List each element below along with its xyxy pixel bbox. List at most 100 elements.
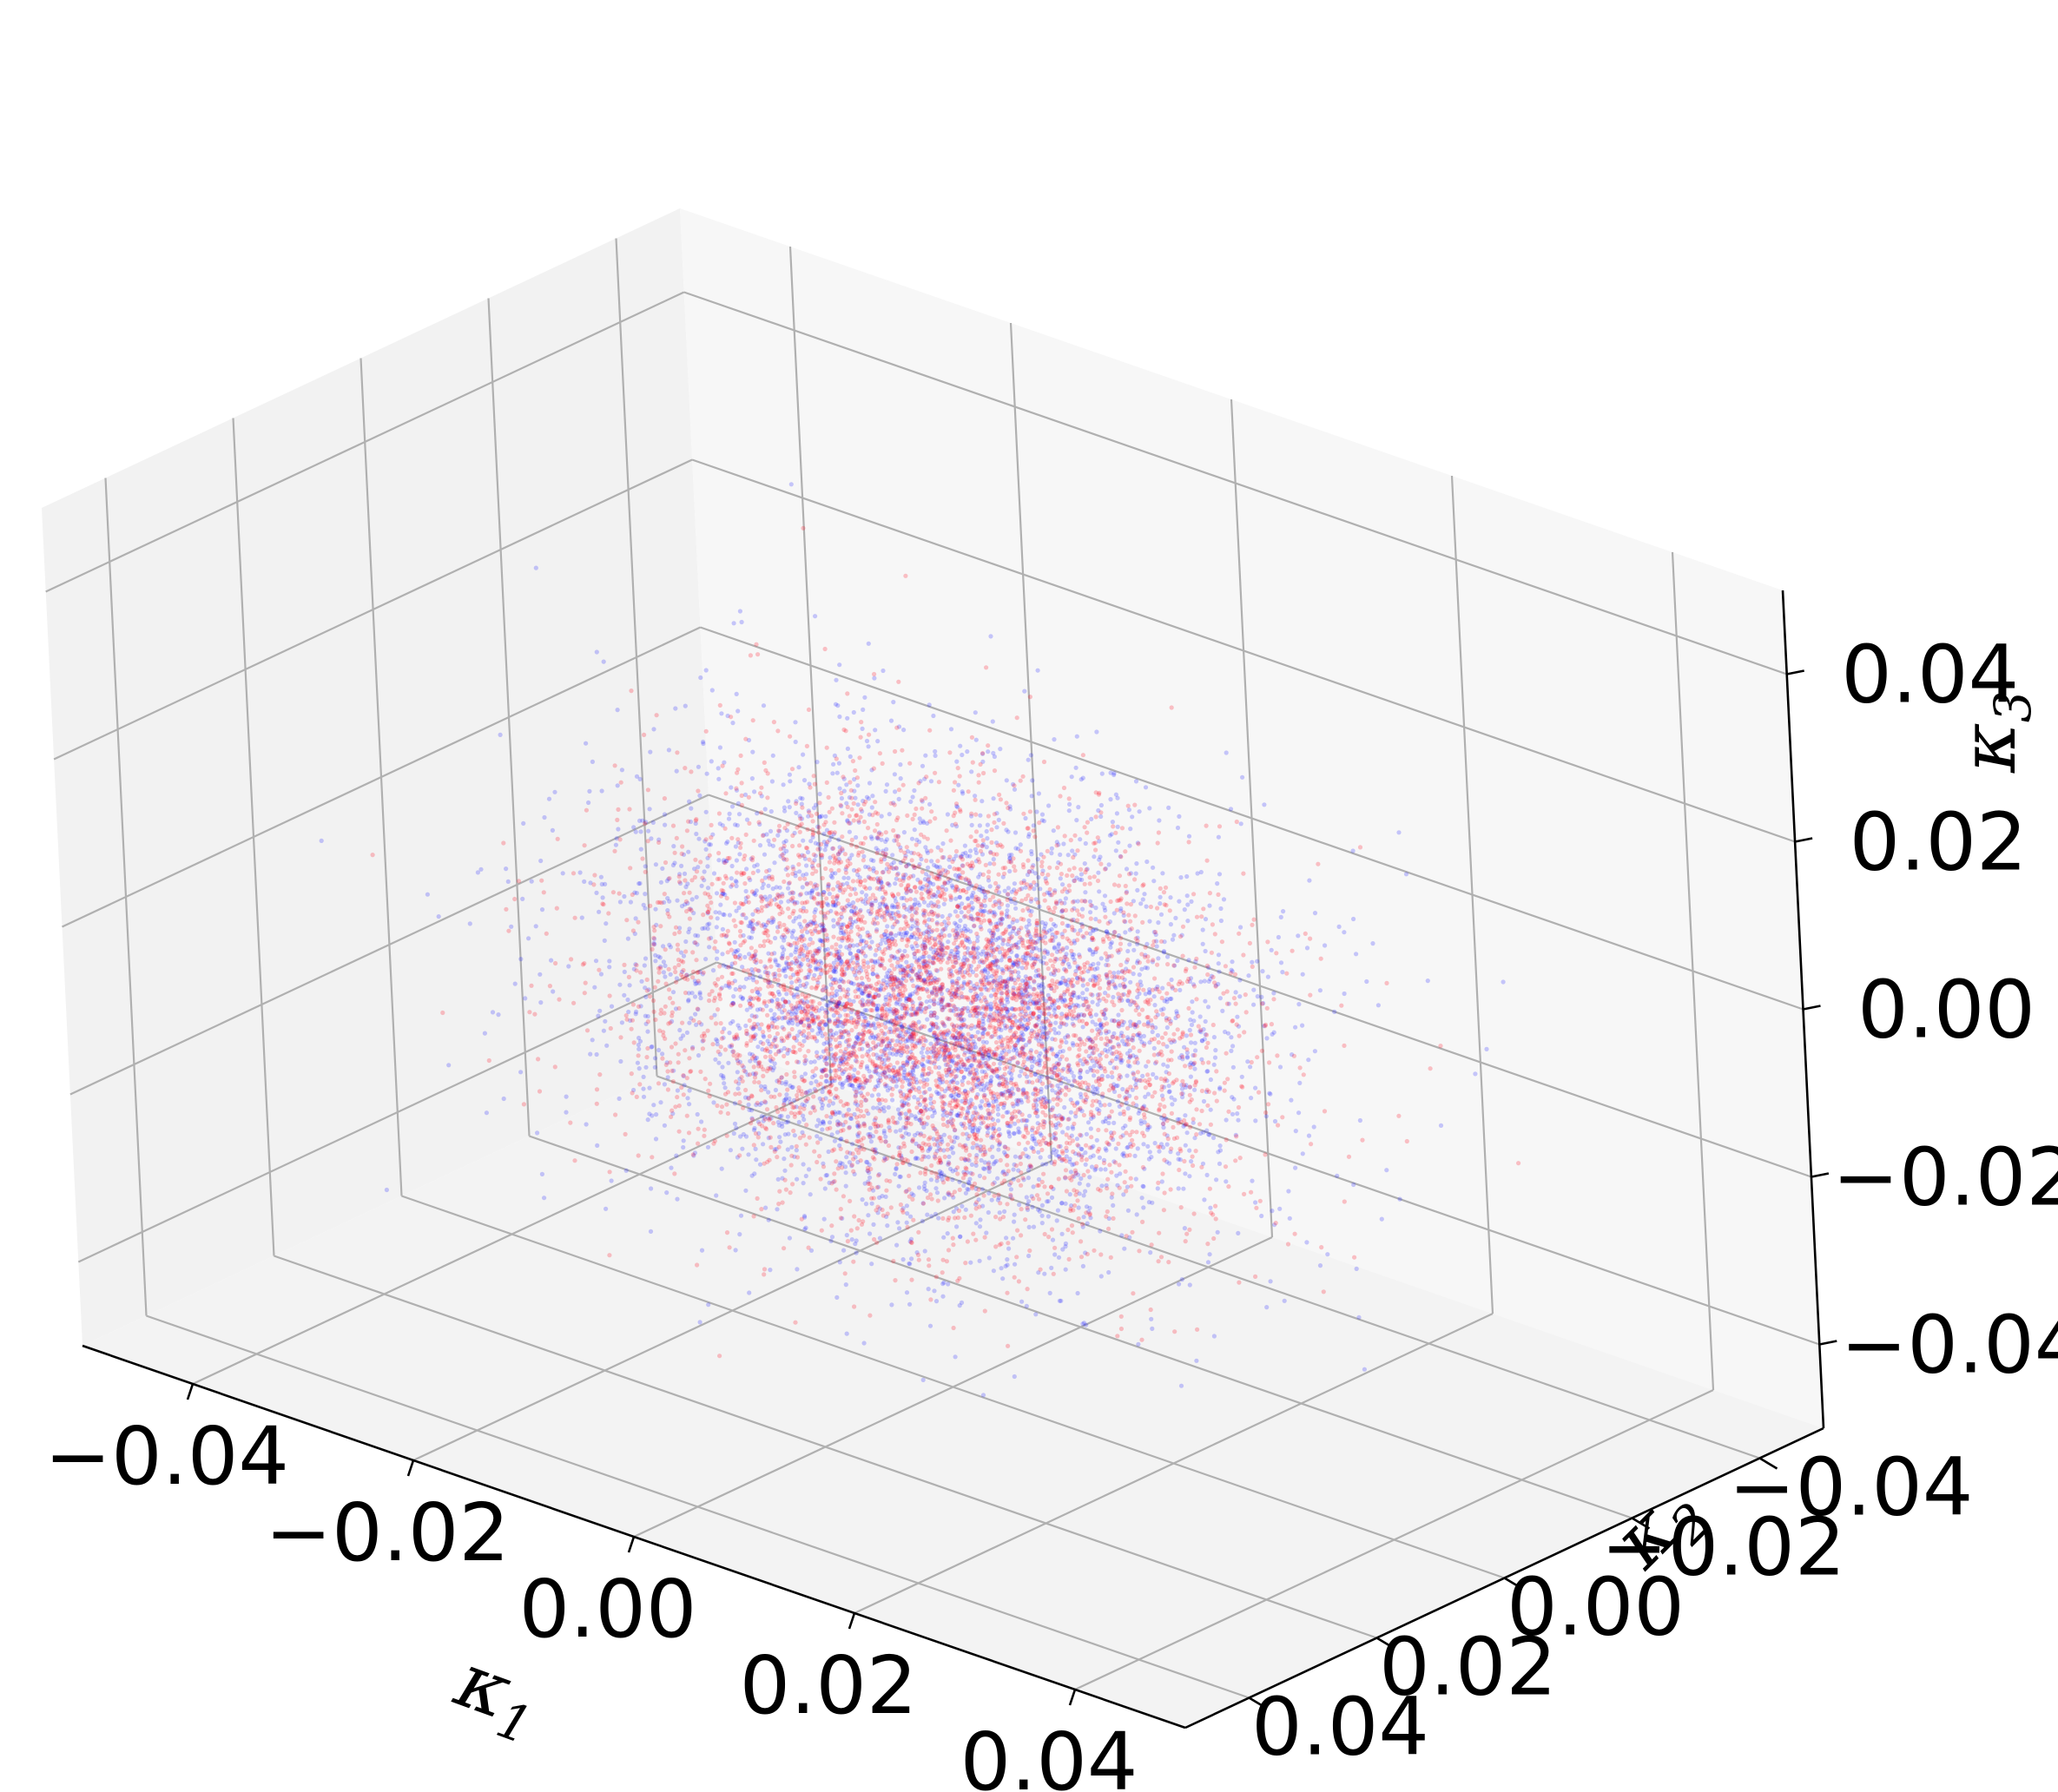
- scatter-point: [895, 910, 900, 915]
- scatter-point: [1136, 1032, 1141, 1038]
- scatter-point: [1108, 941, 1113, 946]
- scatter-point: [627, 983, 632, 988]
- scatter-point: [550, 827, 556, 833]
- scatter-point: [1011, 1013, 1016, 1018]
- scatter-point: [744, 866, 749, 872]
- scatter-point: [607, 993, 612, 998]
- scatter-point: [874, 947, 879, 953]
- scatter-point: [1025, 1074, 1030, 1079]
- scatter-point: [1150, 959, 1155, 965]
- scatter-point: [972, 1057, 977, 1062]
- scatter-point: [723, 840, 729, 846]
- scatter-point: [904, 930, 910, 935]
- scatter-point: [1184, 1050, 1190, 1056]
- scatter-point: [791, 928, 796, 933]
- scatter-point: [1230, 1064, 1236, 1070]
- scatter-point: [672, 965, 677, 971]
- scatter-point: [731, 994, 736, 999]
- scatter-point: [1207, 1252, 1212, 1257]
- scatter-point: [1181, 1186, 1186, 1191]
- scatter-point: [982, 908, 987, 913]
- scatter-point: [925, 889, 930, 894]
- scatter-point: [671, 844, 676, 849]
- scatter-point: [1078, 1133, 1084, 1138]
- scatter-point: [1046, 1011, 1052, 1017]
- scatter-point: [721, 912, 726, 917]
- scatter-point: [721, 1076, 726, 1081]
- scatter-point: [838, 1058, 843, 1064]
- scatter-point: [816, 948, 821, 953]
- scatter-point: [1297, 1065, 1303, 1071]
- scatter-point: [1038, 1155, 1043, 1160]
- scatter-point: [718, 902, 723, 907]
- scatter-point: [843, 1170, 848, 1176]
- scatter-point: [672, 860, 677, 866]
- scatter-point: [693, 940, 698, 945]
- scatter-point: [894, 1007, 899, 1013]
- scatter-point: [1107, 833, 1112, 838]
- scatter-point: [960, 851, 966, 856]
- scatter-point: [804, 1035, 809, 1040]
- scatter-point: [800, 1130, 805, 1135]
- scatter-point: [1026, 1224, 1032, 1229]
- scatter-point: [732, 1101, 738, 1106]
- scatter-point: [1076, 1216, 1081, 1222]
- scatter-point: [1017, 1130, 1022, 1135]
- scatter-point: [863, 1202, 869, 1207]
- scatter-point: [1154, 1075, 1159, 1080]
- scatter-point: [773, 935, 778, 941]
- scatter-point: [641, 1094, 647, 1099]
- scatter-point: [831, 924, 836, 929]
- scatter-point: [1023, 815, 1028, 821]
- scatter-point: [1296, 933, 1301, 939]
- scatter-point: [821, 1085, 827, 1090]
- scatter-point: [982, 898, 987, 903]
- scatter-point: [991, 1126, 996, 1131]
- scatter-point: [1002, 1209, 1007, 1214]
- scatter-point: [1304, 1240, 1309, 1245]
- scatter-point: [898, 776, 903, 781]
- scatter-point: [1084, 1131, 1089, 1136]
- scatter-point: [484, 1110, 490, 1116]
- scatter-point: [759, 794, 764, 799]
- scatter-point: [980, 1051, 985, 1057]
- scatter-point: [858, 1090, 864, 1096]
- scatter-point: [1167, 1161, 1172, 1166]
- scatter-point: [1063, 1267, 1068, 1272]
- scatter-point: [993, 1098, 999, 1104]
- scatter-point: [1293, 1024, 1298, 1030]
- scatter-point: [1158, 1007, 1164, 1012]
- scatter-point: [1085, 1069, 1090, 1075]
- scatter-point: [1147, 806, 1152, 811]
- scatter-point: [988, 850, 993, 855]
- scatter-point: [861, 853, 867, 860]
- scatter-point: [1041, 960, 1046, 965]
- scatter-point: [869, 939, 874, 945]
- scatter-point: [1137, 972, 1142, 978]
- scatter-point: [1272, 1118, 1278, 1124]
- scatter-point: [1142, 1120, 1147, 1125]
- scatter-point: [965, 1186, 970, 1192]
- scatter-point: [633, 916, 638, 921]
- scatter-point: [837, 1260, 842, 1265]
- scatter-point: [1165, 954, 1171, 959]
- scatter-point: [1224, 1179, 1229, 1184]
- scatter-point: [912, 902, 917, 907]
- scatter-point: [1056, 1255, 1062, 1260]
- scatter-point: [1215, 1229, 1220, 1235]
- scatter-point: [807, 857, 812, 862]
- scatter-point: [1125, 998, 1131, 1003]
- scatter-point: [966, 896, 971, 901]
- scatter-point: [1287, 1216, 1292, 1221]
- scatter-point: [854, 976, 860, 981]
- scatter-point: [973, 794, 978, 799]
- scatter-point: [869, 1201, 874, 1206]
- scatter-point: [986, 889, 991, 894]
- scatter-point: [726, 1060, 731, 1065]
- scatter-point: [1072, 952, 1077, 958]
- scatter-point: [1029, 848, 1034, 854]
- scatter-point: [1125, 948, 1131, 954]
- scatter-point: [1130, 814, 1135, 820]
- scatter-point: [1113, 1146, 1118, 1151]
